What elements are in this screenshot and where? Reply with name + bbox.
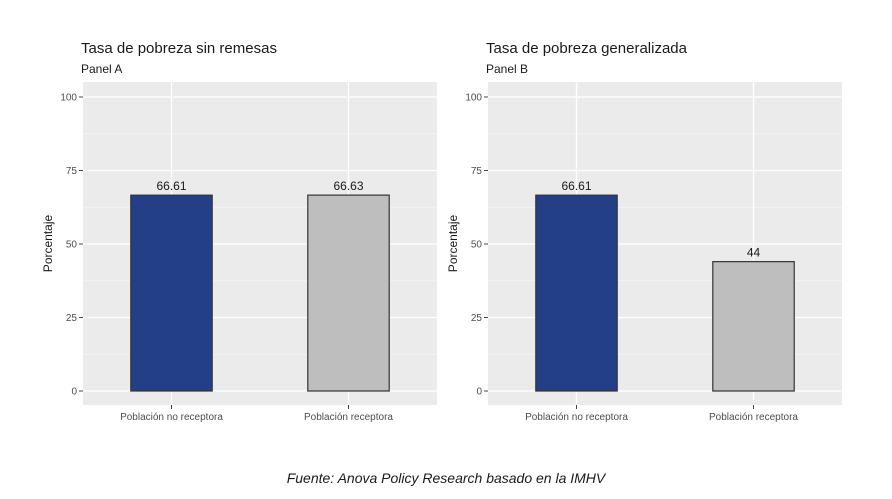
y-tick-label: 50	[471, 240, 483, 251]
bar	[712, 261, 795, 392]
y-axis-label: Porcentaje	[41, 214, 55, 272]
y-tick-label: 75	[471, 166, 483, 177]
x-tick-label: Población receptora	[709, 412, 798, 423]
bar	[307, 194, 390, 392]
x-tick-label: Población no receptora	[120, 412, 223, 423]
bar	[130, 194, 213, 392]
data-label: 66.61	[156, 179, 186, 193]
x-tick-label: Población receptora	[304, 412, 393, 423]
y-tick-label: 25	[66, 313, 78, 324]
chart-title: Tasa de pobreza generalizada	[486, 40, 687, 57]
chart-title: Tasa de pobreza sin remesas	[81, 40, 277, 57]
data-label: 66.61	[561, 179, 591, 193]
y-tick-label: 100	[60, 93, 77, 104]
source-note: Fuente: Anova Policy Research basado en …	[286, 470, 606, 486]
x-tick-label: Población no receptora	[525, 412, 628, 423]
y-tick-label: 75	[66, 166, 78, 177]
y-tick-label: 25	[471, 313, 483, 324]
chart-plot: 66.61 66.63 0 25 50 75 100 Población no recepto…	[41, 82, 437, 423]
y-tick-label: 50	[66, 240, 78, 251]
bar	[535, 194, 618, 392]
y-tick-label: 100	[465, 93, 482, 104]
chart-plot: 66.61 44 0 25 50 75 100 Población no receptora P…	[446, 82, 842, 423]
data-label: 44	[747, 246, 761, 260]
y-tick-label: 0	[71, 387, 77, 398]
chart-panel-b: Tasa de pobreza generalizada Panel B 66.…	[405, 0, 851, 450]
chart-panel-a: Tasa de pobreza sin remesas Panel A 66.6…	[0, 0, 446, 450]
y-tick-label: 0	[476, 387, 482, 398]
y-axis-label: Porcentaje	[446, 214, 460, 272]
data-label: 66.63	[333, 179, 363, 193]
chart-subtitle: Panel A	[81, 62, 123, 76]
chart-subtitle: Panel B	[486, 62, 529, 76]
